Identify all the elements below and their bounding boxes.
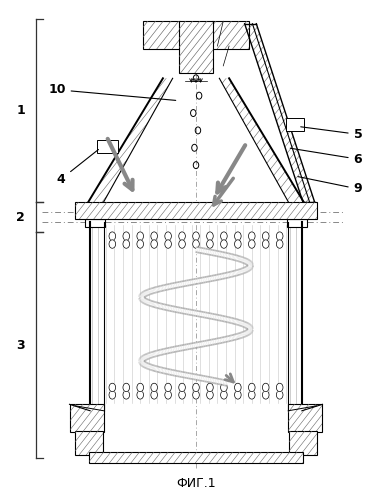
Circle shape [249,232,255,241]
Circle shape [262,232,269,241]
Circle shape [193,383,199,392]
Circle shape [276,383,283,392]
Text: 5: 5 [301,127,362,141]
Circle shape [165,232,171,241]
Circle shape [151,391,158,399]
Text: ФИГ.1: ФИГ.1 [176,477,216,490]
Circle shape [249,240,255,249]
Bar [143,21,180,48]
Circle shape [207,383,213,392]
Circle shape [193,240,199,249]
Circle shape [165,391,171,399]
Circle shape [137,232,143,241]
Circle shape [207,391,213,399]
Circle shape [109,383,116,392]
Circle shape [193,232,199,241]
Circle shape [262,383,269,392]
Circle shape [109,240,116,249]
Bar [75,431,103,456]
Circle shape [123,383,130,392]
Circle shape [221,240,227,249]
Polygon shape [85,219,105,227]
Circle shape [262,240,269,249]
Text: 3: 3 [16,338,25,351]
Bar [285,117,304,131]
Bar [212,21,249,48]
Circle shape [179,391,185,399]
Bar [288,404,323,432]
Circle shape [234,232,241,241]
Circle shape [151,383,158,392]
Circle shape [123,240,130,249]
Circle shape [109,232,116,241]
Circle shape [276,240,283,249]
Circle shape [207,240,213,249]
Circle shape [109,391,116,399]
Bar [69,404,104,432]
Circle shape [137,383,143,392]
Circle shape [179,383,185,392]
Bar [89,452,303,463]
Circle shape [137,391,143,399]
Circle shape [234,240,241,249]
Circle shape [193,391,199,399]
Circle shape [221,383,227,392]
Circle shape [221,391,227,399]
Text: 2: 2 [16,211,25,224]
Circle shape [123,232,130,241]
Circle shape [179,240,185,249]
Circle shape [234,383,241,392]
Circle shape [249,391,255,399]
Circle shape [276,232,283,241]
Circle shape [123,391,130,399]
Circle shape [165,240,171,249]
Circle shape [249,383,255,392]
Text: 6: 6 [290,148,362,166]
Circle shape [151,232,158,241]
Circle shape [207,232,213,241]
Circle shape [179,232,185,241]
Circle shape [276,391,283,399]
Bar [179,21,213,73]
Circle shape [137,240,143,249]
Circle shape [165,383,171,392]
Circle shape [262,391,269,399]
Circle shape [234,391,241,399]
Text: 9: 9 [298,177,362,196]
Bar [97,140,118,153]
Polygon shape [287,219,307,227]
Circle shape [221,232,227,241]
Text: 10: 10 [48,83,176,100]
Bar [289,431,317,456]
Bar [75,203,317,219]
Text: 4: 4 [57,150,98,186]
Circle shape [151,240,158,249]
Text: 1: 1 [16,104,25,117]
